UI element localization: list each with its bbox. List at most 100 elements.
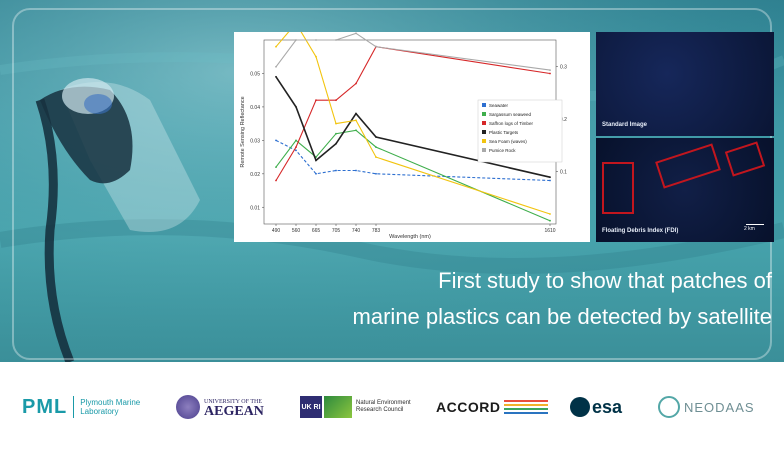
data-point	[355, 112, 357, 115]
data-point	[335, 122, 337, 125]
y-tick-label: 0.02	[250, 172, 260, 178]
data-point	[375, 146, 377, 148]
data-point	[375, 45, 377, 48]
aegean-text: UNIVERSITY OF THE AEGEAN	[204, 397, 264, 419]
legend-entry: Pumice Rock	[489, 148, 516, 153]
neodaas-word: NEODAAS	[684, 399, 755, 415]
data-point	[295, 149, 297, 152]
data-point	[315, 159, 317, 162]
esa-eye-icon	[570, 397, 590, 417]
data-point	[315, 55, 317, 58]
y-tick-label: 0.03	[250, 138, 260, 144]
data-point	[295, 39, 297, 41]
scale-bar	[746, 224, 764, 225]
data-point	[275, 75, 277, 78]
headline-line-1: First study to show that patches of	[438, 268, 772, 293]
scale-label: 2 km	[744, 226, 755, 232]
data-point	[315, 99, 317, 102]
nerc-leaf-icon	[324, 396, 352, 418]
chart-canvas: 0.01 0.02 0.03 0.04 0.05 0.3 0.2 0.1 490 560 665 70…	[240, 32, 567, 240]
legend-entry: Plastic Targets	[489, 130, 519, 135]
pml-divider	[73, 396, 75, 418]
x-tick-label: 665	[312, 228, 321, 234]
reflectance-chart: 0.01 0.02 0.03 0.04 0.05 0.3 0.2 0.1 490 560 665 70…	[234, 32, 590, 242]
legend-entry: Sea Foam (waves)	[489, 139, 527, 144]
data-point	[375, 136, 377, 138]
neodaas-logo: NEODAAS	[658, 390, 755, 424]
accord-logo: ACCORD	[436, 390, 549, 424]
data-point	[275, 139, 277, 142]
data-point	[335, 99, 337, 102]
y-tick-label: 0.01	[250, 205, 260, 211]
data-point	[355, 32, 357, 35]
legend-entry: Seawater	[489, 103, 509, 108]
data-point	[295, 106, 297, 108]
data-point	[335, 132, 337, 135]
ukri-mark: UK RI	[300, 396, 322, 418]
esa-logo: esa	[570, 390, 622, 424]
data-point	[549, 179, 551, 182]
data-point	[549, 219, 551, 222]
x-tick-label: 1610	[544, 228, 555, 234]
data-point	[375, 172, 377, 175]
legend-box	[477, 99, 563, 163]
debris-box-1	[602, 162, 634, 214]
y2-tick-label: 0.2	[560, 117, 567, 123]
series-line-5	[275, 32, 551, 71]
data-point	[355, 82, 357, 85]
data-point	[375, 156, 377, 158]
x-tick-label: 560	[292, 228, 301, 234]
legend-entry: Sargassum seaweed	[489, 112, 532, 117]
data-point	[549, 69, 551, 71]
x-tick-label: 783	[372, 228, 381, 234]
y-tick-label: 0.05	[250, 71, 260, 77]
accord-bars-icon	[504, 399, 549, 415]
data-point	[335, 142, 337, 145]
y-axis-label: Remote Sensing Reflectance	[240, 96, 246, 167]
aegean-seal-icon	[176, 395, 200, 419]
legend-swatch	[482, 103, 486, 107]
y2-tick-label: 0.1	[560, 169, 567, 175]
debris-box-2	[655, 143, 721, 189]
aegean-big-text: AEGEAN	[204, 404, 264, 419]
y-tick-label: 0.04	[250, 105, 260, 111]
fdi-image-panel: 2 km Floating Debris Index (FDI)	[596, 138, 774, 242]
x-tick-label: 740	[352, 228, 361, 234]
legend-swatch	[482, 121, 486, 125]
fdi-label: Floating Debris Index (FDI)	[602, 228, 679, 234]
accord-word: ACCORD	[436, 399, 501, 415]
x-tick-label: 490	[272, 228, 281, 234]
data-point	[355, 129, 357, 132]
nerc-name: Natural Environment Research Council	[356, 400, 411, 413]
data-point	[355, 119, 357, 122]
data-point	[549, 72, 551, 75]
legend-entry: Saffron logs of Timber	[489, 121, 533, 126]
partner-logos: PML Plymouth Marine Laboratory UNIVERSIT…	[0, 362, 784, 450]
aegean-small-text: UNIVERSITY OF THE	[204, 399, 262, 405]
data-point	[295, 146, 297, 148]
pml-logo: PML Plymouth Marine Laboratory	[22, 390, 150, 424]
y2-tick-label: 0.3	[560, 64, 567, 70]
neodaas-globe-icon	[658, 396, 680, 418]
legend-swatch	[482, 139, 486, 143]
data-point	[295, 139, 297, 142]
legend-swatch	[482, 112, 486, 116]
legend-swatch	[482, 148, 486, 152]
legend-swatch	[482, 130, 486, 134]
data-point	[315, 172, 317, 175]
standard-image-panel: Standard Image	[596, 32, 774, 136]
data-point	[275, 45, 277, 48]
data-point	[549, 176, 551, 179]
data-point	[275, 65, 277, 68]
standard-image-label: Standard Image	[602, 122, 648, 128]
data-point	[315, 39, 317, 41]
data-point	[549, 213, 551, 215]
data-point	[275, 166, 277, 169]
pml-name: Plymouth Marine Laboratory	[80, 398, 141, 416]
esa-word: esa	[592, 396, 623, 417]
data-point	[355, 169, 357, 172]
aegean-logo: UNIVERSITY OF THE AEGEAN	[176, 390, 264, 424]
data-point	[275, 179, 277, 182]
x-tick-label: 705	[332, 228, 341, 234]
